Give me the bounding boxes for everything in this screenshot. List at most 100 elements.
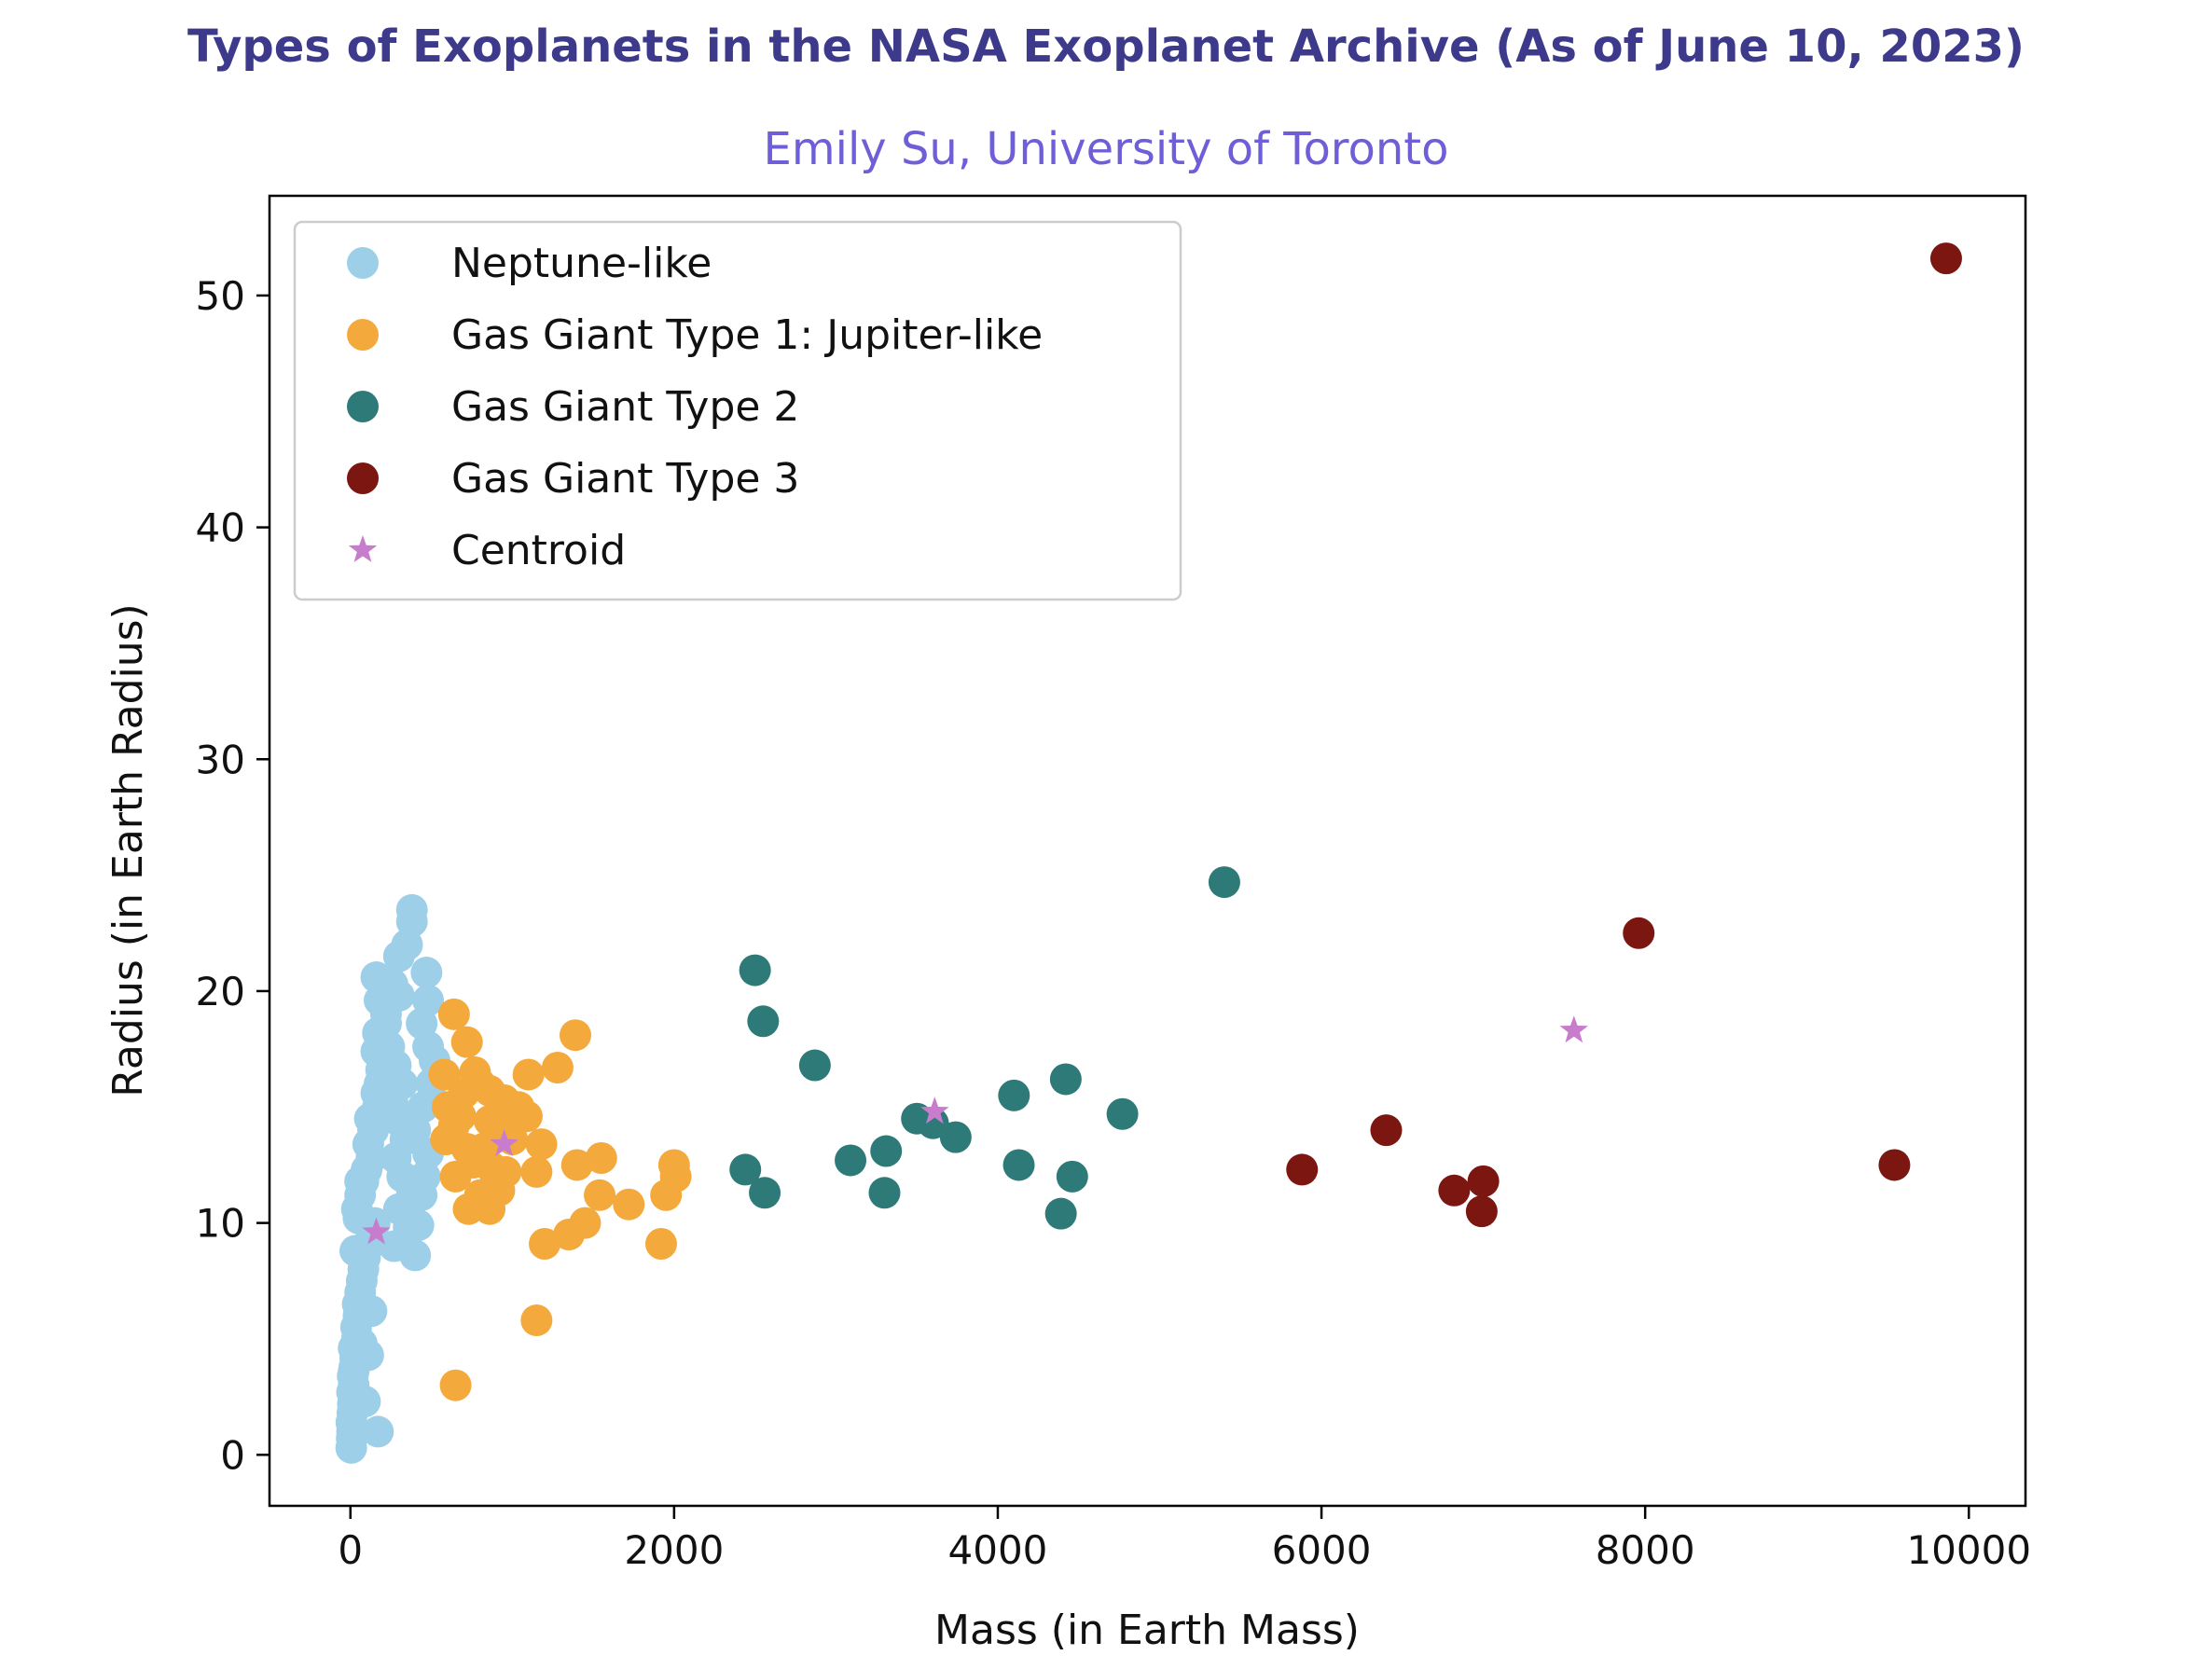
data-point bbox=[344, 1165, 377, 1197]
data-point bbox=[437, 998, 470, 1030]
data-point bbox=[584, 1179, 616, 1211]
data-point bbox=[450, 1026, 483, 1058]
data-point bbox=[1044, 1197, 1077, 1230]
data-point bbox=[395, 893, 428, 926]
y-tick-label: 10 bbox=[196, 1201, 245, 1247]
data-point bbox=[410, 957, 443, 989]
data-point bbox=[644, 1228, 677, 1260]
data-point bbox=[1467, 1165, 1500, 1197]
data-point bbox=[402, 1209, 435, 1242]
data-point bbox=[345, 1327, 378, 1359]
x-tick-label: 0 bbox=[338, 1527, 363, 1573]
data-point bbox=[525, 1128, 558, 1161]
data-point bbox=[1049, 1063, 1082, 1096]
data-point bbox=[868, 1177, 901, 1209]
centroid-star-point bbox=[920, 1097, 949, 1124]
data-point bbox=[939, 1121, 972, 1153]
legend-box bbox=[293, 220, 1182, 601]
data-point bbox=[870, 1135, 903, 1167]
legend-marker bbox=[347, 247, 379, 279]
series-gas-giant-type-3 bbox=[1286, 242, 1962, 1228]
data-point bbox=[349, 1386, 381, 1418]
centroid-star-point bbox=[1559, 1015, 1588, 1043]
data-point bbox=[355, 1295, 388, 1328]
data-point bbox=[1002, 1149, 1035, 1181]
data-point bbox=[585, 1141, 617, 1174]
data-point bbox=[835, 1144, 867, 1177]
data-point bbox=[613, 1188, 645, 1221]
data-point bbox=[560, 1149, 593, 1181]
data-point bbox=[1208, 866, 1240, 899]
data-point bbox=[529, 1228, 561, 1260]
data-point bbox=[362, 1016, 394, 1049]
data-point bbox=[490, 1155, 522, 1188]
data-point bbox=[749, 1177, 781, 1209]
data-point bbox=[1370, 1114, 1403, 1147]
data-point bbox=[512, 1058, 545, 1091]
legend-label: Centroid bbox=[451, 527, 626, 574]
x-tick-label: 10000 bbox=[1906, 1527, 2031, 1573]
data-point bbox=[1878, 1149, 1911, 1181]
legend-label: Neptune-like bbox=[451, 240, 712, 287]
data-point bbox=[1438, 1174, 1471, 1207]
data-point bbox=[1465, 1195, 1498, 1228]
legend-marker bbox=[347, 462, 379, 494]
data-point bbox=[399, 1239, 432, 1272]
data-point bbox=[503, 1091, 535, 1124]
data-point bbox=[569, 1207, 601, 1239]
series-gas-giant-type-1-jupiter-like bbox=[428, 998, 692, 1401]
y-tick-label: 50 bbox=[196, 273, 245, 319]
series-gas-giant-type-2 bbox=[729, 866, 1240, 1230]
data-point bbox=[798, 1049, 831, 1082]
data-point bbox=[437, 1110, 470, 1142]
data-point bbox=[412, 984, 445, 1016]
legend-label: Gas Giant Type 2 bbox=[451, 383, 799, 431]
data-point bbox=[520, 1155, 553, 1188]
series-centroid bbox=[362, 1015, 1588, 1245]
x-tick-label: 2000 bbox=[624, 1527, 724, 1573]
legend-label: Gas Giant Type 3 bbox=[451, 455, 799, 503]
data-point bbox=[474, 1105, 506, 1138]
data-point bbox=[1623, 917, 1655, 949]
centroid-star-point bbox=[490, 1129, 518, 1156]
data-point bbox=[1286, 1153, 1319, 1186]
data-point bbox=[467, 1133, 500, 1166]
y-axis-ticks: 0 10 20 30 40 50 bbox=[196, 273, 270, 1478]
y-tick-label: 0 bbox=[220, 1432, 245, 1478]
x-tick-label: 8000 bbox=[1596, 1527, 1695, 1573]
data-point bbox=[520, 1304, 553, 1337]
data-point bbox=[339, 1235, 371, 1267]
data-point bbox=[408, 1160, 441, 1193]
data-point bbox=[1929, 242, 1962, 275]
data-point bbox=[747, 1005, 780, 1038]
data-point bbox=[659, 1160, 692, 1193]
legend-marker-star bbox=[348, 535, 378, 562]
y-tick-label: 40 bbox=[196, 505, 245, 551]
data-point bbox=[560, 1019, 592, 1052]
data-point bbox=[541, 1052, 574, 1084]
plot-frame bbox=[268, 194, 2027, 1508]
y-axis-label: Radius (in Earth Radius) bbox=[104, 603, 152, 1097]
x-axis-ticks: 0 2000 4000 6000 8000 10000 bbox=[338, 1506, 2031, 1573]
data-points-layer bbox=[335, 242, 1962, 1464]
legend-entries: Neptune-like Gas Giant Type 1: Jupiter-li… bbox=[347, 240, 1043, 574]
legend-marker bbox=[347, 391, 379, 422]
legend-label: Gas Giant Type 1: Jupiter-like bbox=[451, 311, 1043, 359]
data-point bbox=[1056, 1160, 1088, 1193]
chart-subtitle: Emily Su, University of Toronto bbox=[763, 123, 1449, 175]
data-point bbox=[338, 1355, 370, 1387]
legend: Neptune-like Gas Giant Type 1: Jupiter-li… bbox=[293, 220, 1182, 601]
x-tick-label: 6000 bbox=[1272, 1527, 1372, 1573]
data-point bbox=[452, 1193, 485, 1225]
data-point bbox=[1106, 1097, 1139, 1130]
data-point bbox=[342, 1202, 375, 1235]
data-point bbox=[729, 1153, 762, 1186]
data-point bbox=[439, 1369, 472, 1401]
y-tick-label: 20 bbox=[196, 969, 245, 1014]
x-axis-label: Mass (in Earth Mass) bbox=[934, 1607, 1360, 1654]
x-tick-label: 4000 bbox=[948, 1527, 1048, 1573]
y-tick-label: 30 bbox=[196, 737, 245, 782]
data-point bbox=[365, 1096, 397, 1128]
series-neptune-like bbox=[335, 893, 451, 1464]
